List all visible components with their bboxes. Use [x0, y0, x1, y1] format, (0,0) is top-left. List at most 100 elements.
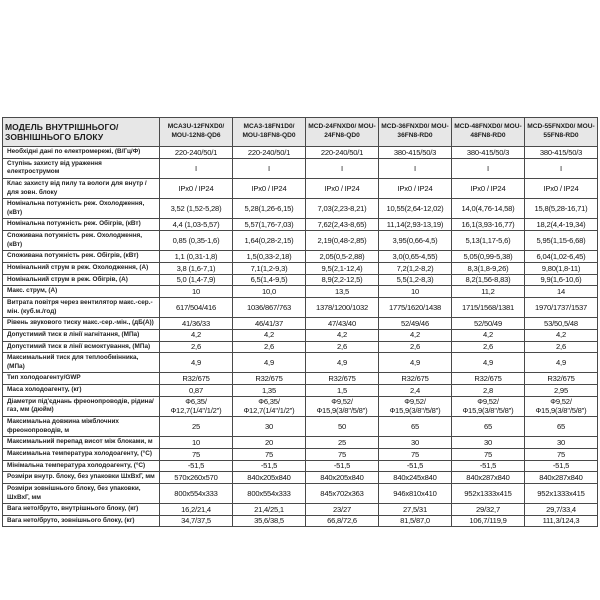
spec-cell: 1378/1200/1032 [305, 296, 379, 319]
spec-cell: 0,85 (0,35-1,6) [159, 230, 233, 252]
model-column-header: MCD-24FNXD0/ MOU-24FN8-QD0 [305, 117, 379, 147]
spec-cell: 5,13(1,17-5,6) [451, 230, 525, 252]
spec-cell: 30 [378, 436, 452, 449]
table-row: Вага нето/бруто, зовнішнього блоку, (кг)… [2, 514, 598, 528]
spec-cell: 75 [524, 447, 598, 461]
spec-cell: R32/675 [524, 372, 598, 386]
spec-cell: 65 [524, 416, 598, 438]
row-label: Максимальний перепад висот між блоками, … [2, 436, 160, 449]
table-row: Максимальний тиск для теплообмінника, (М… [2, 352, 598, 374]
spec-cell: 952x1333x415 [451, 482, 525, 505]
spec-cell: 66,8/72,6 [305, 514, 379, 528]
spec-cell: Ф9,52/Ф15,9(3/8"/5/8") [524, 395, 598, 418]
table-row: Мінімальна температура холодоагенту, (°С… [2, 459, 598, 473]
row-label: Допустимий тиск в лінії нагнітання, (МПа… [2, 328, 160, 342]
table-row: Витрата повітря через вентилятор макс.-с… [2, 296, 598, 319]
spec-cell: 18,2(4,4-19,34) [524, 218, 598, 232]
spec-cell: 1,64(0,28-2,15) [232, 230, 306, 252]
spec-cell: R32/675 [232, 372, 306, 386]
spec-cell: -51,5 [378, 459, 452, 473]
spec-cell: 4,9 [378, 352, 452, 374]
spec-cell: 5,57(1,76-7,03) [232, 218, 306, 232]
spec-cell: 14,0(4,76-14,58) [451, 198, 525, 220]
spec-cell: 7,03(2,23-8,21) [305, 198, 379, 220]
spec-cell: 845x702x363 [305, 482, 379, 505]
row-label: Розміри зовнішнього блоку, без упаковки,… [2, 482, 160, 505]
spec-cell: I [232, 157, 306, 179]
spec-cell: 75 [232, 447, 306, 461]
spec-cell: -51,5 [451, 459, 525, 473]
spec-cell: R32/675 [159, 372, 233, 386]
spec-cell: 11,2 [451, 285, 525, 298]
spec-cell: 4,9 [451, 352, 525, 374]
spec-cell: 34,7/37,5 [159, 514, 233, 528]
spec-cell: 800x554x333 [232, 482, 306, 505]
spec-cell: 840x287x840 [451, 471, 525, 484]
spec-cell: -51,5 [159, 459, 233, 473]
row-label: Максимальна температура холодоагенту, (°… [2, 447, 160, 461]
spec-cell: IPx0 / IP24 [378, 177, 452, 200]
spec-cell: 380-415/50/3 [524, 146, 598, 159]
spec-cell: -51,5 [524, 459, 598, 473]
spec-cell: 3,52 (1,52-5,28) [159, 198, 233, 220]
spec-cell: 52/49/46 [378, 317, 452, 330]
spec-cell: R32/675 [305, 372, 379, 386]
row-label: Маса холодоагенту, (кг) [2, 384, 160, 397]
spec-cell: 106,7/119,9 [451, 514, 525, 528]
table-row: Номінальна потужність реж. Обігрів, (кВт… [2, 218, 598, 232]
spec-cell: 7,2(1,2-8,2) [378, 262, 452, 275]
spec-cell: 6,5(1,4-9,5) [232, 273, 306, 287]
row-label: Мінімальна температура холодоагенту, (°С… [2, 459, 160, 473]
spec-cell: 2,19(0,48-2,85) [305, 230, 379, 252]
spec-cell: 5,0 (1,4-7,9) [159, 273, 233, 287]
spec-cell: 220-240/50/1 [305, 146, 379, 159]
spec-cell: 16,2/21,4 [159, 503, 233, 516]
spec-cell: I [159, 157, 233, 179]
spec-cell: 23/27 [305, 503, 379, 516]
spec-cell: 5,5(1,2-8,3) [378, 273, 452, 287]
spec-table-body: Необхідні дані по електромережі, (В/Гц/Ф… [2, 146, 598, 528]
spec-cell: 75 [451, 447, 525, 461]
spec-cell: I [451, 157, 525, 179]
table-row: Діаметри під'єднань фреонопроводів, ріди… [2, 395, 598, 418]
spec-cell: 952x1333x415 [524, 482, 598, 505]
spec-cell: I [378, 157, 452, 179]
spec-cell: Ф9,52/Ф15,9(3/8"/5/8") [305, 395, 379, 418]
spec-cell: 617/504/416 [159, 296, 233, 319]
spec-cell: R32/675 [451, 372, 525, 386]
row-label: Вага нето/бруто, внутрішнього блоку, (кг… [2, 503, 160, 516]
spec-cell: IPx0 / IP24 [451, 177, 525, 200]
spec-cell: 15,8(5,28-16,71) [524, 198, 598, 220]
spec-cell: 380-415/50/3 [451, 146, 525, 159]
spec-cell: 2,6 [378, 340, 452, 354]
model-header-label: МОДЕЛЬ ВНУТРІШНЬОГО/ЗОВНІШНЬОГО БЛОКУ [2, 117, 160, 147]
row-label: Тип холодоагенту/GWP [2, 372, 160, 386]
table-row: Споживана потужність реж. Охолодження, (… [2, 230, 598, 252]
spec-cell: 3,8 (1,6-7,1) [159, 262, 233, 275]
spec-cell: 800x554x333 [159, 482, 233, 505]
spec-cell: -51,5 [305, 459, 379, 473]
table-row: Маса холодоагенту, (кг) 0,87 1,35 1,5 2,4 2,8… [2, 384, 598, 397]
spec-cell: 220-240/50/1 [232, 146, 306, 159]
row-label: Вага нето/бруто, зовнішнього блоку, (кг) [2, 514, 160, 528]
spec-cell: 4,9 [232, 352, 306, 374]
spec-cell: 7,62(2,43-8,65) [305, 218, 379, 232]
table-row: Ступінь захисту від ураження електростру… [2, 157, 598, 179]
table-row: Номінальний струм в реж. Обігрів, (А) 5,0… [2, 273, 598, 287]
spec-cell: 3,95(0,66-4,5) [378, 230, 452, 252]
spec-cell: I [305, 157, 379, 179]
spec-cell: 75 [378, 447, 452, 461]
table-row: Максимальна довжина міжблочних фреонопро… [2, 416, 598, 438]
spec-cell: 35,6/38,5 [232, 514, 306, 528]
spec-cell: 570x260x570 [159, 471, 233, 484]
model-column-header: MCA3-18FN1D0/ MOU-18FN8-QD0 [232, 117, 306, 147]
spec-cell: 41/36/33 [159, 317, 233, 330]
spec-cell: 0,87 [159, 384, 233, 397]
spec-cell: 30 [451, 436, 525, 449]
spec-cell: 8,3(1,8-9,26) [451, 262, 525, 275]
spec-cell: 4,2 [305, 328, 379, 342]
spec-cell: 14 [524, 285, 598, 298]
spec-cell: 27,5/31 [378, 503, 452, 516]
spec-cell: 11,14(2,93-13,19) [378, 218, 452, 232]
spec-cell: 4,9 [524, 352, 598, 374]
